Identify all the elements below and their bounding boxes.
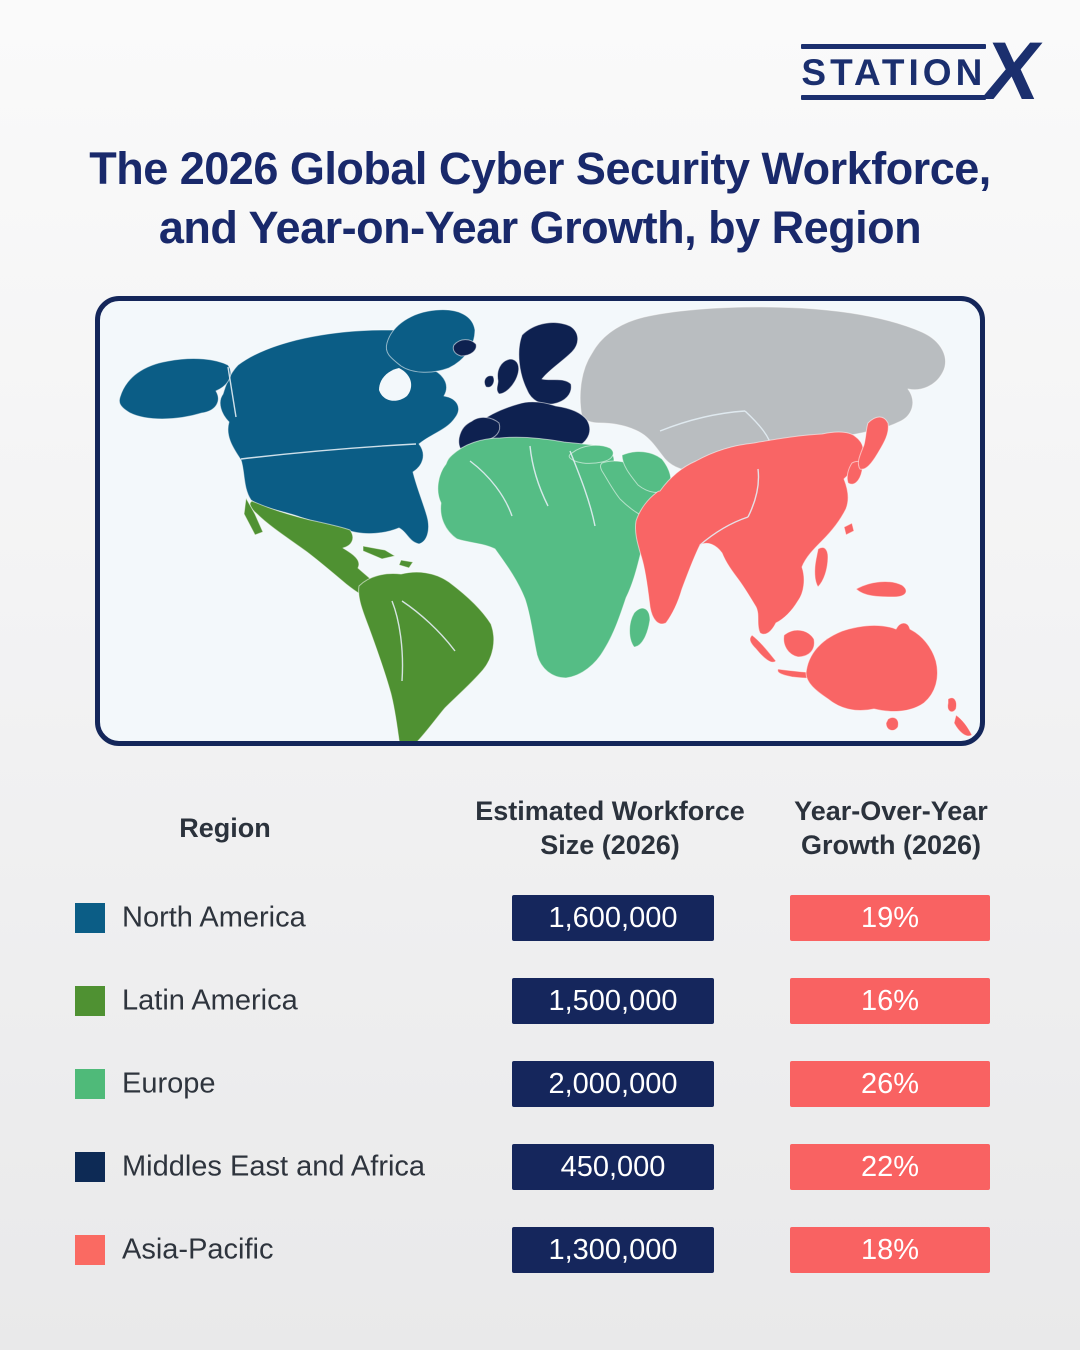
legend-swatch-europe	[75, 1069, 105, 1099]
logo-bottom-bar	[801, 94, 987, 100]
table-row-middle-east-africa: Middles East and Africa 450,000 22%	[0, 1144, 1080, 1190]
stationx-logo: STATION X	[801, 26, 1048, 117]
table-row-north-america: North America 1,600,000 19%	[0, 895, 1080, 941]
header-workforce-size: Estimated Workforce Size (2026)	[475, 796, 745, 860]
legend-swatch-asia-pacific	[75, 1235, 105, 1265]
table-row-latin-america: Latin America 1,500,000 16%	[0, 978, 1080, 1024]
page-title-line1: The 2026 Global Cyber Security Workforce…	[89, 143, 991, 194]
region-label: Middles East and Africa	[122, 1150, 426, 1183]
workforce-value-pill: 1,600,000	[512, 895, 714, 941]
map-hudson-bay	[379, 368, 412, 401]
table-row-europe: Europe 2,000,000 26%	[0, 1061, 1080, 1107]
growth-value-pill: 22%	[790, 1144, 990, 1190]
region-label: North America	[122, 901, 306, 934]
workforce-value-pill: 1,300,000	[512, 1227, 714, 1273]
workforce-value-pill: 1,500,000	[512, 978, 714, 1024]
table-row-asia-pacific: Asia-Pacific 1,300,000 18%	[0, 1227, 1080, 1273]
growth-value-pill: 26%	[790, 1061, 990, 1107]
growth-value-pill: 16%	[790, 978, 990, 1024]
logo-x-mark: X	[977, 26, 1049, 117]
page-title-line2: and Year-on-Year Growth, by Region	[158, 201, 922, 253]
logo-wordmark-block: STATION	[801, 43, 987, 100]
header-region: Region	[179, 813, 271, 844]
legend-swatch-north-america	[75, 903, 105, 933]
map-region-middle-east-africa	[437, 436, 676, 679]
map-region-asia-pacific	[635, 416, 973, 737]
growth-value-pill: 18%	[790, 1227, 990, 1273]
legend-swatch-middle-east-africa	[75, 1152, 105, 1182]
header-yoy-growth: Year-Over-Year Growth (2026)	[794, 796, 988, 860]
legend-swatch-latin-america	[75, 986, 105, 1016]
growth-value-pill: 19%	[790, 895, 990, 941]
world-map-svg	[118, 306, 973, 741]
map-region-north-america	[118, 309, 476, 545]
logo-wordmark: STATION	[801, 51, 987, 93]
logo-top-bar	[801, 43, 987, 49]
workforce-value-pill: 2,000,000	[512, 1061, 714, 1107]
region-label: Latin America	[122, 984, 298, 1017]
map-region-latin-america	[243, 497, 495, 741]
region-label: Europe	[122, 1067, 216, 1100]
workforce-value-pill: 450,000	[512, 1144, 714, 1190]
region-label: Asia-Pacific	[122, 1233, 274, 1266]
world-map-card	[95, 296, 985, 746]
map-region-unassigned-asia	[579, 306, 946, 472]
page-title: The 2026 Global Cyber Security Workforce…	[0, 140, 1080, 257]
table-header-row: Region Estimated Workforce Size (2026) Y…	[0, 794, 1080, 864]
